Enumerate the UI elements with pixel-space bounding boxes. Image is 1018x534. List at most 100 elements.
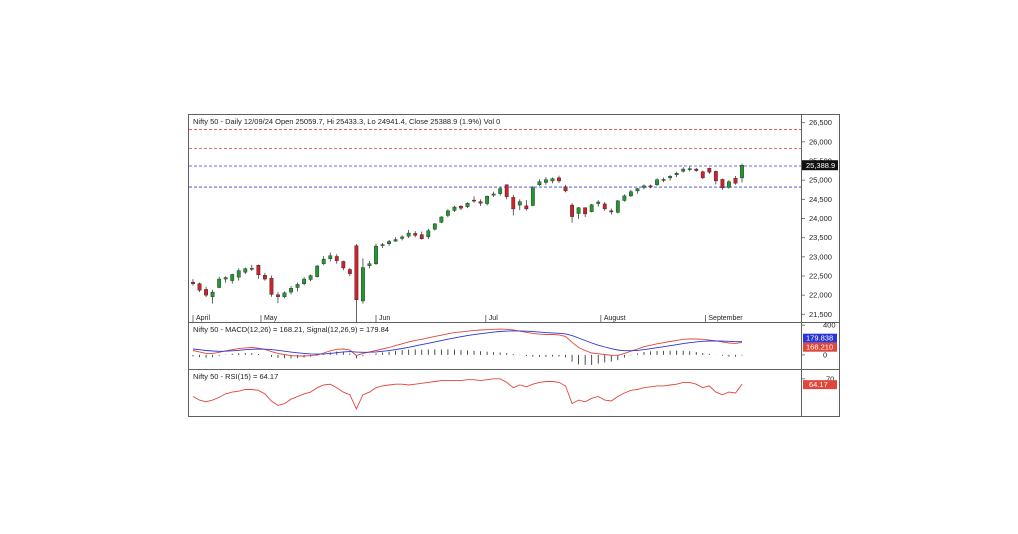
candle-body [589, 204, 594, 212]
signal-value-label: 179.838 [806, 334, 833, 343]
candle-body [380, 244, 385, 246]
candle-body [609, 210, 614, 213]
month-label: Jul [489, 315, 498, 322]
candle-body [289, 288, 293, 293]
candle-body [406, 232, 411, 237]
candle-body [602, 203, 607, 210]
candle-body [485, 196, 490, 204]
candle-body [674, 173, 679, 175]
price-y-tick-label: 22,500 [809, 272, 832, 281]
rsi-panel-frame [188, 369, 840, 417]
candle-body [596, 201, 601, 204]
candle-body [504, 184, 509, 197]
candle-body [661, 179, 666, 181]
candle-body [720, 179, 725, 189]
candle-body [236, 270, 241, 278]
candle-body [387, 241, 391, 244]
candle-body [419, 234, 424, 240]
candle-body [635, 188, 640, 192]
candle-body [733, 178, 738, 184]
candle-body [341, 261, 346, 269]
candle-body [256, 265, 261, 276]
month-label: September [708, 315, 743, 322]
candle-body [413, 233, 418, 236]
candle-body [557, 177, 561, 182]
candle-body [367, 263, 372, 266]
candle-body [550, 178, 555, 182]
candle-body [197, 283, 202, 291]
price-y-tick-label: 23,000 [809, 252, 832, 261]
candle-body [223, 277, 228, 280]
candle-body [642, 185, 646, 188]
candle-body [374, 245, 378, 264]
macd-value-badge [803, 342, 837, 352]
candle-body [439, 216, 444, 223]
candle-body [276, 294, 280, 297]
candle-body [308, 275, 313, 280]
candle-body [478, 201, 483, 204]
candle-body [681, 168, 686, 172]
candle-body [210, 291, 215, 297]
candle-body [295, 284, 300, 288]
candle-body [694, 168, 699, 171]
candle-body [740, 165, 744, 179]
candle-body [217, 278, 222, 288]
price-y-tick-label: 26,000 [809, 137, 832, 146]
month-label: August [604, 315, 626, 322]
candle-body [537, 181, 542, 185]
price-panel-title: Nifty 50 - Daily 12/09/24 Open 25059.7, … [193, 117, 500, 126]
candle-body [628, 191, 633, 197]
candle-body [727, 181, 731, 188]
macd-y-tick-label: 0 [823, 350, 827, 359]
candle-body [687, 168, 692, 170]
candle-body [517, 201, 522, 206]
candle-body [204, 289, 208, 296]
candle-body [700, 171, 705, 179]
macd-line [192, 328, 743, 357]
candle-body [544, 179, 548, 183]
candle-body [530, 187, 535, 206]
candle-body [426, 230, 431, 238]
candle-body [243, 268, 248, 273]
candle-body [707, 168, 712, 173]
price-y-tick-label: 22,000 [809, 291, 832, 300]
month-label: April [196, 315, 210, 322]
price-y-tick-label: 23,500 [809, 233, 832, 242]
candle-body [524, 205, 529, 210]
rsi-y-tick-label: 70 [826, 374, 834, 383]
rsi-value-badge [803, 380, 837, 390]
candle-body [393, 239, 398, 242]
rsi-value-label: 64.17 [809, 380, 828, 389]
macd-value-label: 168.210 [806, 343, 833, 352]
candle-body [570, 204, 574, 217]
candle-body [328, 255, 333, 259]
candle-body [354, 245, 359, 300]
candle-body [668, 176, 673, 179]
candle-body [472, 199, 476, 202]
candle-body [648, 185, 653, 188]
candle-body [622, 195, 627, 201]
candle-body [191, 281, 195, 284]
candle-body [583, 207, 588, 215]
last-price-label: 25,388.9 [806, 161, 835, 170]
candle-body [282, 292, 287, 297]
last-price-badge [802, 160, 838, 171]
candle-body [459, 206, 463, 209]
rsi-axis-divider [801, 369, 802, 417]
price-y-tick-label: 25,000 [809, 176, 832, 185]
month-label: May [264, 315, 278, 322]
macd-axis-divider [801, 322, 802, 370]
price-y-tick-label: 26,500 [809, 118, 832, 127]
signal-line [192, 330, 742, 355]
macd-panel-title: Nifty 50 - MACD(12,26) = 168.21, Signal(… [193, 325, 389, 334]
candle-body [498, 188, 503, 194]
candle-body [230, 274, 235, 281]
candle-body [334, 256, 339, 261]
candle-body [511, 197, 516, 210]
candle-body [576, 207, 581, 214]
signal-value-badge [803, 333, 837, 343]
month-label: Jun [379, 315, 390, 322]
price-y-tick-label: 21,500 [809, 310, 832, 319]
